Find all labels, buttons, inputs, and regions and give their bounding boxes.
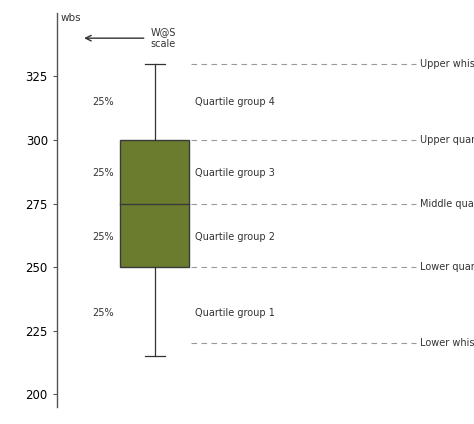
Text: Lower quartile: Lower quartile	[419, 262, 474, 272]
Text: Quartile group 1: Quartile group 1	[195, 308, 275, 318]
Text: 25%: 25%	[92, 168, 114, 178]
Text: Upper quartile: Upper quartile	[419, 135, 474, 145]
Text: Middle quartile / median: Middle quartile / median	[419, 198, 474, 209]
Text: Lower whisker: Lower whisker	[419, 338, 474, 349]
Text: Quartile group 3: Quartile group 3	[195, 168, 275, 178]
Text: Quartile group 2: Quartile group 2	[195, 232, 275, 242]
Bar	[120, 140, 189, 267]
Text: W@S
scale: W@S scale	[151, 28, 176, 49]
Text: 25%: 25%	[92, 308, 114, 318]
Text: Quartile group 4: Quartile group 4	[195, 97, 275, 107]
Text: wbs: wbs	[61, 13, 82, 23]
Text: Upper whisker: Upper whisker	[419, 59, 474, 69]
Text: 25%: 25%	[92, 232, 114, 242]
Text: 25%: 25%	[92, 97, 114, 107]
